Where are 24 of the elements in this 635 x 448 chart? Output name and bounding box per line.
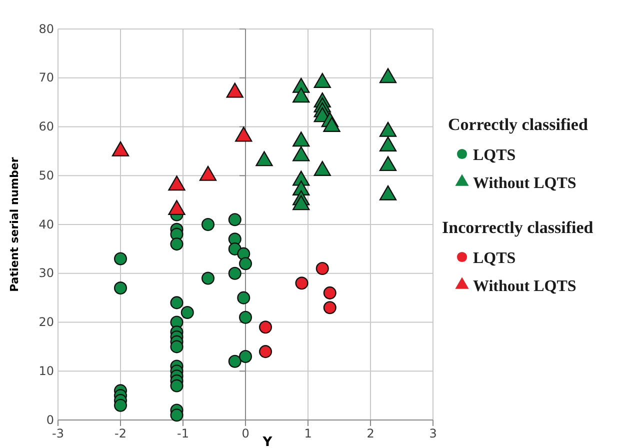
y-tick-label: 50 [38, 168, 54, 182]
x-tick-label: -1 [177, 426, 189, 441]
y-tick-label: 60 [38, 120, 54, 134]
text: Incorrectly classified [442, 218, 594, 237]
legend-label: LQTS [473, 250, 516, 267]
x-tick-label: 3 [429, 426, 437, 441]
legend-label: Without LQTS [473, 175, 576, 192]
y-tick-label: 0 [46, 412, 54, 427]
y-tick-label: 70 [38, 70, 54, 85]
x-axis-title: Y [262, 435, 273, 448]
x-tick-label: 0 [242, 426, 250, 441]
text: Correctly classified [448, 115, 588, 134]
y-tick-label: 20 [38, 315, 54, 330]
y-tick-label: 10 [38, 364, 54, 378]
legend-label: Without LQTS [473, 278, 576, 295]
y-tick-label: 40 [38, 217, 54, 232]
y-tick-label: 30 [38, 266, 54, 280]
y-tick-label: 80 [38, 22, 54, 36]
x-tick-label: 1 [304, 426, 312, 441]
legend-label: LQTS [473, 147, 516, 164]
x-tick-label: -2 [114, 426, 126, 441]
x-tick-label: 2 [366, 426, 374, 441]
y-axis-title: Patient serial number [8, 156, 21, 292]
x-tick-label: -3 [52, 426, 64, 441]
